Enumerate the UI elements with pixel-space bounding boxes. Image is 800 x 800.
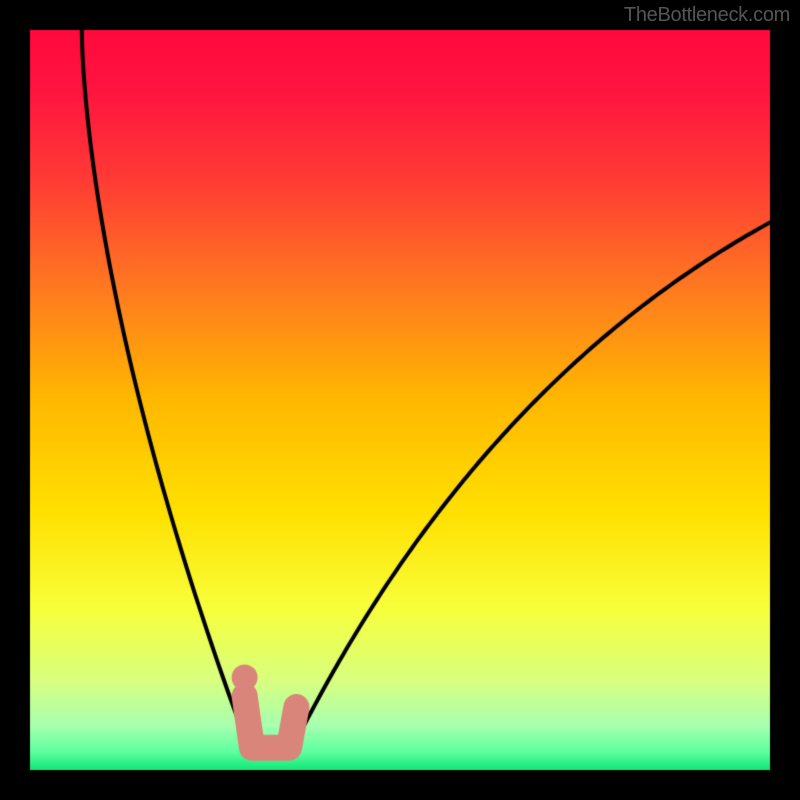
bottleneck-chart-canvas xyxy=(0,0,800,800)
chart-container: TheBottleneck.com xyxy=(0,0,800,800)
watermark-text: TheBottleneck.com xyxy=(624,4,790,27)
